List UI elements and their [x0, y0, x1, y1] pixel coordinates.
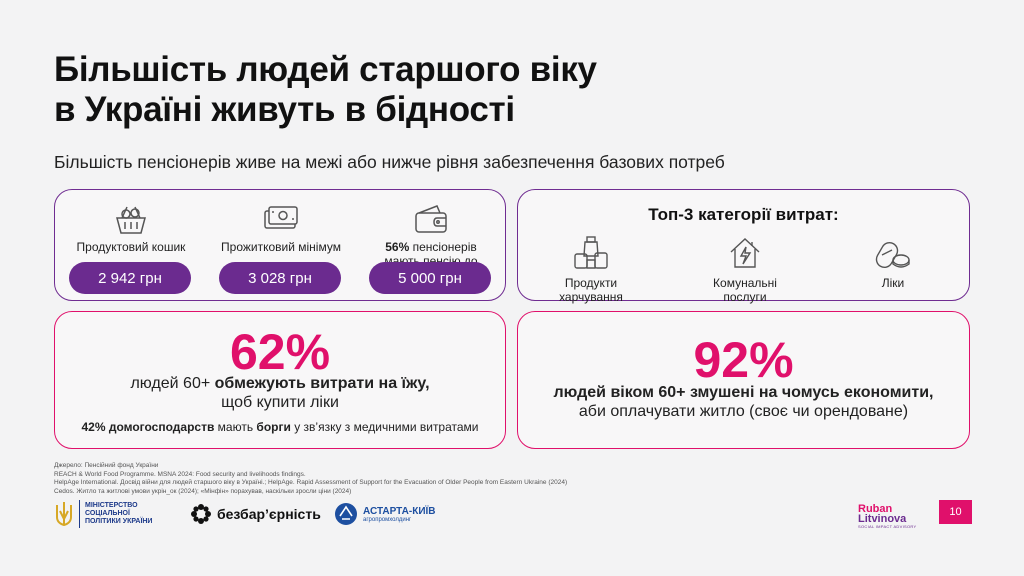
source-line: Cedos. Житло та житлові умови укрін_ок (…: [54, 487, 352, 495]
utilities-label: Комунальні послуги: [713, 276, 777, 304]
top-categories-title: Топ-3 категорії витрат:: [648, 205, 839, 224]
bezbar-flower-icon: [191, 504, 211, 524]
debt-mid: мають: [214, 420, 257, 434]
bezbar-logo: безбар’єрність: [190, 498, 321, 530]
category-medicine: Ліки: [838, 234, 948, 290]
debt-bold-2: борги: [256, 420, 291, 434]
cost-minimum: Прожитковий мінімум: [217, 202, 345, 270]
astarta-name: АСТАРТА-КИЇВ: [363, 505, 436, 517]
stat-food-card: 62% людей 60+ обмежують витрати на їжу, …: [54, 311, 506, 449]
ruban-line2: Litvinova: [858, 512, 907, 525]
stat-92-line2: аби оплачувати житло (своє чи орендоване…: [578, 403, 909, 420]
top-categories-card: Топ-3 категорії витрат: Продукти харчува…: [517, 189, 970, 304]
title-line-2: в Україні живуть в бідності: [54, 90, 515, 129]
wallet-icon: [367, 202, 495, 236]
cash-icon: [217, 202, 345, 236]
ruban-litvinova-logo: Ruban Litvinova SOCIAL IMPACT ADVISORY: [858, 500, 916, 532]
food-products-icon: [536, 234, 646, 272]
stat-92-line1: людей віком 60+ змушені на чомусь економ…: [553, 384, 934, 401]
minimum-value-pill: 3 028 грн: [219, 262, 341, 294]
ruban-sub: SOCIAL IMPACT ADVISORY: [858, 523, 917, 529]
stat-62-line1: людей 60+ обмежують витрати на їжу,: [55, 374, 505, 393]
stat-62-prefix: людей 60+: [130, 375, 215, 392]
food-label: Продукти харчування: [559, 276, 623, 304]
pills-icon: [838, 234, 948, 272]
sources: Джерело: Пенсійний фонд України REACH & …: [54, 462, 567, 496]
stat-62-value: 62%: [229, 324, 331, 380]
stat-92-value: 92%: [693, 332, 794, 388]
debt-end: у зв’язку з медичними витратами: [290, 420, 479, 434]
cost-pension: 56% пенсіонерів мають пенсію до: [367, 202, 495, 270]
bezbar-name: безбар’єрність: [217, 506, 321, 522]
source-line: Джерело: Пенсійний фонд України: [54, 462, 159, 469]
stat-62-line2: щоб купити ліки: [221, 394, 339, 411]
source-line: REACH & World Food Programme. MSNA 2024:…: [54, 470, 306, 478]
stat-62-bold: обмежують витрати на їжу,: [214, 375, 430, 392]
trident-icon: [56, 502, 72, 527]
cost-grocery: Продуктовий кошик: [67, 202, 195, 270]
page-subtitle: Більшість пенсіонерів живе на межі або н…: [54, 152, 725, 172]
source-line: HelpAge International. Досвід війни для …: [54, 479, 568, 487]
utilities-house-icon: [690, 234, 800, 272]
medicine-label: Ліки: [881, 276, 905, 290]
astarta-logo: АСТАРТА-КИЇВ агропромхолдинг: [334, 498, 436, 530]
category-utilities: Комунальні послуги: [690, 234, 800, 304]
ministry-logo: Міністерство соціальної політики України: [54, 498, 165, 530]
grocery-label: Продуктовий кошик: [76, 240, 186, 254]
stat-housing-card: 92% людей віком 60+ змушені на чомусь ек…: [517, 311, 970, 449]
page-title: Більшість людей старшого віку в Україні …: [54, 50, 597, 130]
grocery-value-pill: 2 942 грн: [69, 262, 191, 294]
minimum-label: Прожитковий мінімум: [221, 240, 341, 254]
ministry-name: Міністерство соціальної політики України: [85, 502, 153, 525]
astarta-sub: агропромхолдинг: [363, 516, 412, 523]
title-line-1: Більшість людей старшого віку: [54, 50, 597, 89]
category-food: Продукти харчування: [536, 234, 646, 304]
grocery-basket-icon: [67, 202, 195, 236]
debt-bold-1: 42% домогосподарств: [81, 420, 215, 434]
astarta-emblem-icon: [335, 503, 357, 525]
pension-value-pill: 5 000 грн: [369, 262, 491, 294]
pension-percent: 56%: [385, 240, 410, 254]
ruban-line1: Ruban: [858, 502, 893, 515]
debt-note: 42% домогосподарств мають борги у зв’язк…: [55, 420, 505, 434]
page-number: 10: [939, 500, 972, 524]
